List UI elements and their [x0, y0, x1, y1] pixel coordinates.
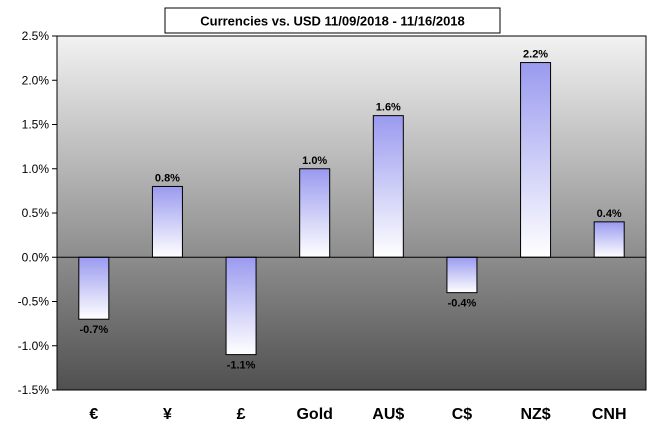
data-label: 0.8% [155, 172, 180, 184]
y-tick-label: 2.0% [22, 73, 50, 87]
y-axis: 2.5% 2.0% 1.5% 1.0% 0.5% 0.0% -0.5% -1.0% -1.5% [18, 29, 57, 397]
data-labels: -0.7% 0.8% -1.1% 1.0% 1.6% -0.4% 2.2% 0.4% [79, 49, 622, 372]
y-tick-label: -0.5% [18, 295, 50, 309]
bar-6 [520, 62, 552, 258]
y-tick-label: 2.5% [22, 29, 50, 43]
data-label: 1.6% [376, 102, 401, 114]
data-label: 2.2% [523, 49, 548, 61]
bar-2 [225, 256, 257, 356]
category-label: € [89, 406, 98, 423]
title-box [164, 7, 501, 34]
bar-0 [78, 256, 110, 320]
y-tick-label: 0.0% [22, 250, 50, 264]
bar-4 [372, 115, 404, 258]
category-label: £ [237, 406, 246, 423]
y-tick-label: 1.5% [22, 118, 50, 132]
category-label: Gold [296, 406, 332, 423]
category-label: AU$ [372, 406, 404, 423]
chart-title-box: Currencies vs. USD 11/09/2018 - 11/16/20… [164, 7, 501, 34]
data-label: -1.1% [227, 360, 256, 372]
y-tick-label: -1.5% [18, 383, 50, 397]
data-label: -0.7% [79, 324, 108, 336]
data-label: 1.0% [302, 155, 327, 167]
bar-1 [151, 185, 183, 258]
plot-area [56, 35, 647, 391]
bars-group [78, 62, 625, 356]
bar-3 [299, 168, 331, 258]
data-label: -0.4% [448, 298, 477, 310]
category-label: CNH [592, 406, 627, 423]
category-label: C$ [452, 406, 473, 423]
chart-title: Currencies vs. USD 11/09/2018 - 11/16/20… [200, 14, 465, 29]
data-label: 0.4% [597, 208, 622, 220]
y-tick-label: -1.0% [18, 339, 50, 353]
y-tick-label: 0.5% [22, 206, 50, 220]
bar-5 [446, 256, 478, 294]
bar-7 [593, 221, 625, 258]
category-label: NZ$ [520, 406, 550, 423]
category-labels: € ¥ £ Gold AU$ C$ NZ$ CNH [89, 406, 626, 423]
category-label: ¥ [163, 406, 172, 423]
y-tick-label: 1.0% [22, 162, 50, 176]
